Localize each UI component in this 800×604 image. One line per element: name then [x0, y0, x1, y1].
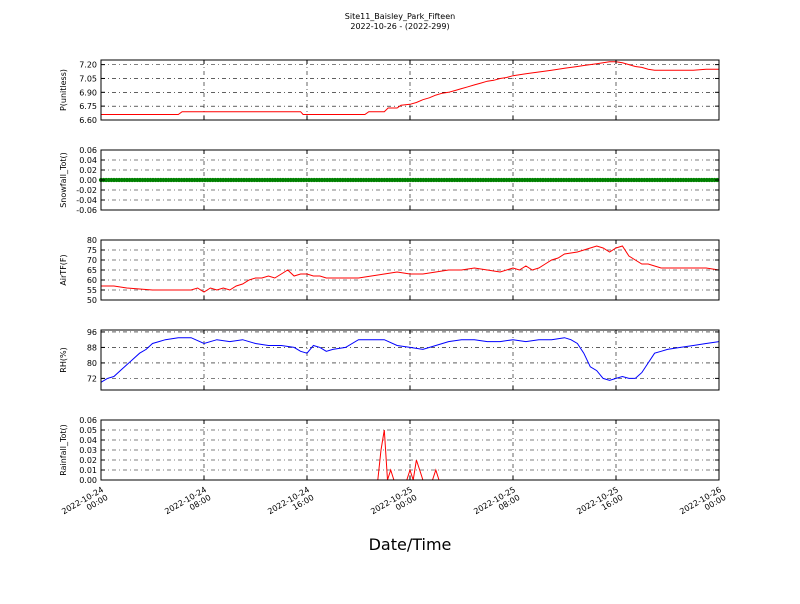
- rainfall-tot-ytick-label: 0.05: [79, 426, 97, 435]
- x-tick-label: 2022-10-2508:00: [472, 485, 521, 524]
- chart-panels: 6.606.756.907.057.20P(unitless)0.060.040…: [59, 59, 720, 485]
- airtf-ytick-label: 65: [87, 266, 97, 275]
- airtf-ytick-label: 75: [87, 246, 97, 255]
- rainfall-tot-ytick-label: 0.02: [79, 456, 97, 465]
- rainfall-tot-ytick-label: 0.06: [79, 416, 97, 425]
- snowfall-tot-ytick-label: -0.04: [76, 196, 97, 205]
- airtf-ytick-label: 70: [87, 256, 97, 265]
- rh-ytick-label: 88: [87, 343, 97, 352]
- p-unitless-ytick-label: 6.90: [79, 88, 97, 97]
- rainfall-tot-ytick-label: 0.03: [79, 446, 97, 455]
- snowfall-tot-ytick-label: 0.00: [79, 176, 97, 185]
- p-unitless-ytick-label: 7.05: [79, 74, 97, 83]
- rainfall-tot-ytick-label: 0.04: [79, 436, 97, 445]
- x-tick-label: 2022-10-2516:00: [575, 485, 624, 524]
- x-tick-label: 2022-10-2600:00: [678, 485, 727, 524]
- rainfall-tot-panel: 0.060.050.040.030.020.010.00 Rainfall_Tot…: [59, 416, 720, 485]
- snowfall-tot-ytick-label: 0.02: [79, 166, 97, 175]
- p-unitless-ylabel: P(unitless): [59, 69, 68, 111]
- x-tick-label: 2022-10-2408:00: [163, 485, 212, 524]
- chart-subtitle: 2022-10-26 - (2022-299): [350, 22, 449, 31]
- p-unitless-ytick-label: 6.75: [79, 102, 97, 111]
- rh-ytick-label: 80: [87, 359, 97, 368]
- x-tick-labels: 2022-10-2400:00 2022-10-2408:00 2022-10-24…: [60, 485, 727, 524]
- rh-ytick-label: 96: [87, 328, 97, 337]
- rainfall-tot-ytick-label: 0.01: [79, 466, 97, 475]
- airtf-ytick-label: 50: [87, 296, 97, 305]
- x-tick-label: 2022-10-2400:00: [60, 485, 109, 524]
- p-unitless-ytick-label: 6.60: [79, 116, 97, 125]
- p-unitless-ytick-label: 7.20: [79, 61, 97, 70]
- airtf-ylabel: AirTF(F): [59, 254, 68, 285]
- x-tick-label: 2022-10-2416:00: [266, 485, 315, 524]
- snowfall-tot-ylabel: Snowfall_Tot(): [59, 152, 68, 208]
- snowfall-tot-ytick-label: -0.06: [76, 206, 97, 215]
- rh-panel: 96 88 80 72 RH(%): [59, 328, 720, 391]
- x-tick-label: 2022-10-2500:00: [369, 485, 418, 524]
- airtf-ytick-label: 80: [87, 236, 97, 245]
- snowfall-tot-panel: 0.060.040.020.00-0.02-0.04-0.06 Snowfall_…: [59, 146, 720, 215]
- x-axis-label: Date/Time: [369, 535, 452, 554]
- airtf-series-line: [101, 245, 720, 293]
- snowfall-tot-ytick-label: 0.06: [79, 146, 97, 155]
- airtf-ytick-label: 60: [87, 276, 97, 285]
- rh-ytick-label: 72: [87, 374, 97, 383]
- rainfall-tot-ytick-label: 0.00: [79, 476, 97, 485]
- rh-series-line: [100, 337, 720, 383]
- snowfall-tot-ytick-label: -0.02: [76, 186, 97, 195]
- chart-title: Site11_Baisley_Park_Fifteen: [345, 12, 455, 21]
- airtf-ytick-label: 55: [87, 286, 97, 295]
- p-unitless-panel: 6.60 6.75 6.90 7.05 7.20 P(unitless): [59, 59, 720, 125]
- rh-ylabel: RH(%): [59, 347, 68, 372]
- p-unitless-series-line: [101, 61, 719, 115]
- snowfall-tot-ytick-label: 0.04: [79, 156, 97, 165]
- rainfall-tot-ylabel: Rainfall_Tot(): [59, 424, 68, 476]
